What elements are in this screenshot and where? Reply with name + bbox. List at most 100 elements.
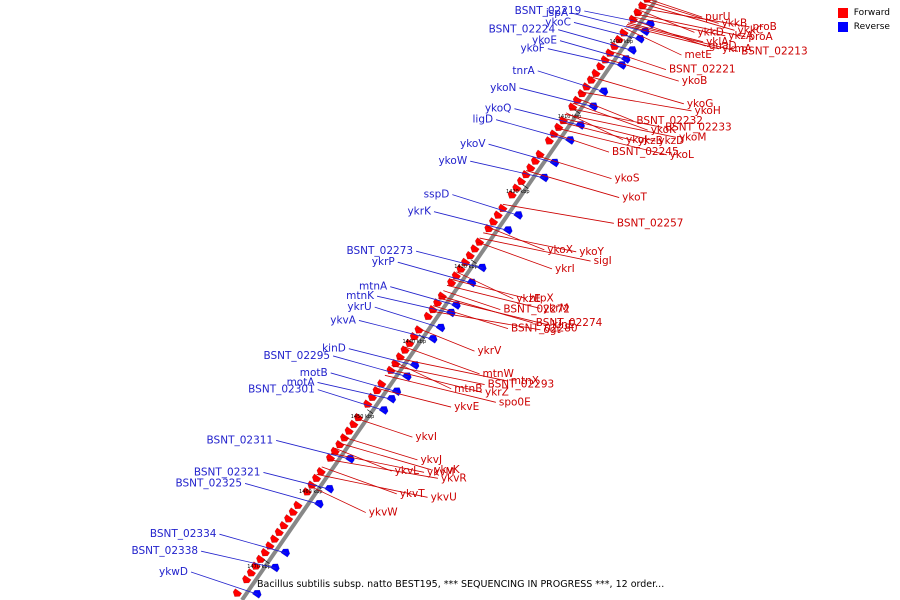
gene-label[interactable]: ykoQ bbox=[485, 103, 512, 115]
gene-label[interactable]: ykvL bbox=[395, 465, 420, 477]
forward-gene-arrow[interactable] bbox=[460, 257, 471, 267]
forward-gene-arrow[interactable] bbox=[433, 298, 443, 307]
gene-label[interactable]: spo0E bbox=[499, 396, 531, 408]
gene-label[interactable]: BSNT_02293 bbox=[488, 379, 555, 391]
gene-label[interactable]: ykoX bbox=[547, 244, 573, 256]
gene-label[interactable]: ykrK bbox=[407, 206, 432, 218]
gene-label[interactable]: sspD bbox=[424, 189, 450, 201]
gene-label[interactable]: BSNT_02245 bbox=[612, 146, 679, 158]
forward-gene-arrow[interactable] bbox=[260, 547, 271, 557]
forward-gene-arrow[interactable] bbox=[614, 34, 625, 44]
forward-gene-arrow[interactable] bbox=[516, 176, 527, 186]
forward-gene-arrow[interactable] bbox=[493, 210, 503, 219]
gene-label[interactable]: BSNT_02257 bbox=[617, 217, 684, 229]
forward-gene-arrow[interactable] bbox=[363, 399, 373, 408]
gene-label[interactable]: kinE bbox=[552, 319, 574, 331]
forward-gene-arrow[interactable] bbox=[284, 514, 294, 523]
gene-label[interactable]: ykzD bbox=[658, 135, 684, 147]
forward-gene-arrow[interactable] bbox=[507, 190, 517, 199]
gene-label[interactable]: ykvJ bbox=[420, 454, 442, 466]
gene-label[interactable]: BSNT_02233 bbox=[665, 121, 732, 133]
gene-label[interactable]: ykzE bbox=[516, 293, 540, 305]
gene-label[interactable]: ispA bbox=[546, 7, 569, 19]
forward-gene-arrow[interactable] bbox=[414, 325, 424, 334]
gene-label[interactable]: motB bbox=[300, 367, 328, 379]
gene-label[interactable]: sigI bbox=[594, 255, 612, 267]
forward-gene-arrow[interactable] bbox=[526, 163, 536, 172]
gene-label[interactable]: ykoB bbox=[682, 75, 708, 87]
forward-gene-arrow[interactable] bbox=[311, 473, 322, 483]
forward-gene-arrow[interactable] bbox=[344, 426, 354, 435]
gene-label[interactable]: ykrM bbox=[543, 302, 569, 314]
forward-gene-arrow[interactable] bbox=[377, 379, 387, 388]
gene-label[interactable]: motA bbox=[287, 376, 316, 388]
forward-gene-arrow[interactable] bbox=[293, 500, 303, 510]
gene-label[interactable]: ykoE bbox=[532, 35, 557, 47]
gene-label[interactable]: ykoH bbox=[694, 105, 720, 117]
gene-label[interactable]: BSNT_02280 bbox=[511, 323, 578, 335]
forward-gene-arrow[interactable] bbox=[265, 541, 275, 550]
forward-gene-arrow[interactable] bbox=[405, 338, 415, 348]
forward-gene-arrow[interactable] bbox=[400, 345, 410, 354]
gene-label[interactable]: ykoN bbox=[490, 82, 516, 94]
gene-label[interactable]: BSNT_02224 bbox=[489, 24, 556, 36]
gene-label[interactable]: ykoS bbox=[615, 173, 640, 185]
gene-label[interactable]: BSNT_02221 bbox=[669, 64, 736, 76]
gene-label[interactable]: mtnA bbox=[359, 281, 388, 293]
forward-gene-arrow[interactable] bbox=[577, 88, 587, 98]
gene-label[interactable]: htpX bbox=[529, 292, 554, 304]
forward-gene-arrow[interactable] bbox=[246, 568, 257, 577]
forward-gene-arrow[interactable] bbox=[512, 183, 522, 192]
forward-gene-arrow[interactable] bbox=[423, 311, 434, 321]
gene-label[interactable]: BSNT_02334 bbox=[150, 528, 217, 540]
gene-label[interactable]: ykoJ bbox=[626, 134, 647, 146]
gene-label[interactable]: ykvK bbox=[434, 464, 461, 476]
forward-gene-arrow[interactable] bbox=[470, 244, 480, 253]
gene-label[interactable]: ykkD bbox=[697, 26, 723, 38]
gene-label[interactable]: ogt bbox=[543, 324, 560, 336]
gene-label[interactable]: ykvW bbox=[369, 507, 399, 519]
gene-label[interactable]: ykoW bbox=[438, 155, 467, 167]
gene-label[interactable]: ligD bbox=[472, 114, 493, 126]
gene-label[interactable]: ykvU bbox=[431, 491, 457, 503]
gene-label[interactable]: BSNT_02295 bbox=[263, 350, 330, 362]
gene-label[interactable]: ykzB bbox=[638, 135, 663, 147]
gene-label[interactable]: BSNT_02325 bbox=[175, 477, 242, 489]
forward-gene-arrow[interactable] bbox=[316, 466, 326, 476]
forward-gene-arrow[interactable] bbox=[447, 277, 457, 287]
gene-label[interactable]: ykoT bbox=[622, 192, 647, 204]
gene-label[interactable]: BSNT_02219 bbox=[515, 5, 582, 17]
gene-label[interactable]: ykoF bbox=[520, 43, 544, 55]
forward-gene-arrow[interactable] bbox=[456, 264, 466, 273]
gene-label[interactable]: ykrV bbox=[477, 345, 502, 357]
gene-label[interactable]: ykrP bbox=[372, 256, 395, 268]
gene-label[interactable]: ykkC bbox=[738, 24, 764, 36]
gene-label[interactable]: BSNT_02321 bbox=[194, 466, 261, 478]
forward-gene-arrow[interactable] bbox=[274, 527, 285, 537]
forward-gene-arrow[interactable] bbox=[591, 68, 601, 78]
forward-gene-arrow[interactable] bbox=[596, 61, 606, 71]
gene-label[interactable]: ykoV bbox=[460, 138, 486, 150]
gene-label[interactable]: BSNT_02274 bbox=[536, 317, 603, 329]
gene-label[interactable]: ykrU bbox=[347, 301, 371, 313]
forward-gene-arrow[interactable] bbox=[349, 419, 359, 429]
forward-gene-arrow[interactable] bbox=[251, 561, 261, 570]
forward-gene-arrow[interactable] bbox=[256, 554, 266, 564]
forward-gene-arrow[interactable] bbox=[270, 534, 280, 543]
forward-gene-arrow[interactable] bbox=[465, 250, 476, 260]
gene-label[interactable]: metE bbox=[684, 49, 711, 61]
forward-gene-arrow[interactable] bbox=[288, 507, 299, 516]
forward-gene-arrow[interactable] bbox=[279, 520, 289, 530]
gene-label[interactable]: ykmA bbox=[722, 43, 753, 55]
forward-gene-arrow[interactable] bbox=[335, 439, 345, 449]
gene-label[interactable]: ykkB bbox=[722, 17, 748, 29]
gene-label[interactable]: proB bbox=[752, 21, 776, 33]
gene-label[interactable]: BSNT_02338 bbox=[131, 545, 198, 557]
gene-label[interactable]: ykvM bbox=[427, 466, 455, 478]
forward-gene-arrow[interactable] bbox=[242, 574, 252, 584]
gene-label[interactable]: ykrI bbox=[555, 263, 575, 275]
gene-label[interactable]: ykoG bbox=[687, 98, 713, 110]
gene-label[interactable]: mtnW bbox=[483, 368, 515, 380]
forward-gene-arrow[interactable] bbox=[488, 217, 499, 226]
gene-label[interactable]: tnrA bbox=[512, 65, 535, 77]
